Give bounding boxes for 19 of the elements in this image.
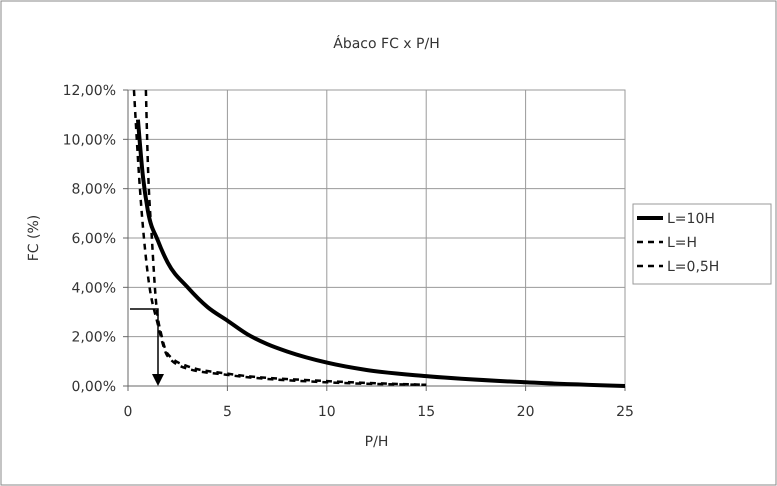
x-tick-label: 25	[616, 404, 634, 420]
chart-title: Ábaco FC x P/H	[333, 35, 440, 52]
x-tick-label: 15	[417, 404, 436, 420]
y-tick-label: 2,00%	[72, 330, 116, 346]
x-axis-title: P/H	[364, 434, 388, 450]
legend-label: L=10H	[667, 211, 715, 227]
y-tick-label: 8,00%	[72, 182, 116, 198]
x-tick-label: 20	[516, 404, 535, 420]
x-tick-label: 5	[222, 404, 232, 420]
x-tick-label: 0	[124, 404, 132, 420]
y-tick-label: 0,00%	[72, 379, 116, 395]
y-tick-label: 6,00%	[72, 231, 116, 247]
y-axis-title: FC (%)	[26, 214, 42, 262]
x-tick-label: 10	[318, 404, 336, 420]
legend-label: L=H	[667, 235, 698, 251]
y-tick-label: 4,00%	[72, 280, 116, 296]
y-tick-label: 12,00%	[62, 83, 116, 99]
y-tick-label: 10,00%	[62, 132, 116, 148]
legend-label: L=0,5H	[667, 259, 720, 275]
